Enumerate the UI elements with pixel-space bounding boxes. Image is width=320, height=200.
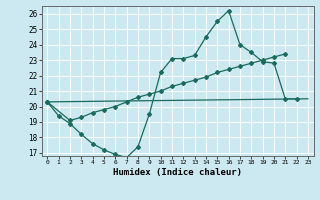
X-axis label: Humidex (Indice chaleur): Humidex (Indice chaleur) — [113, 168, 242, 177]
